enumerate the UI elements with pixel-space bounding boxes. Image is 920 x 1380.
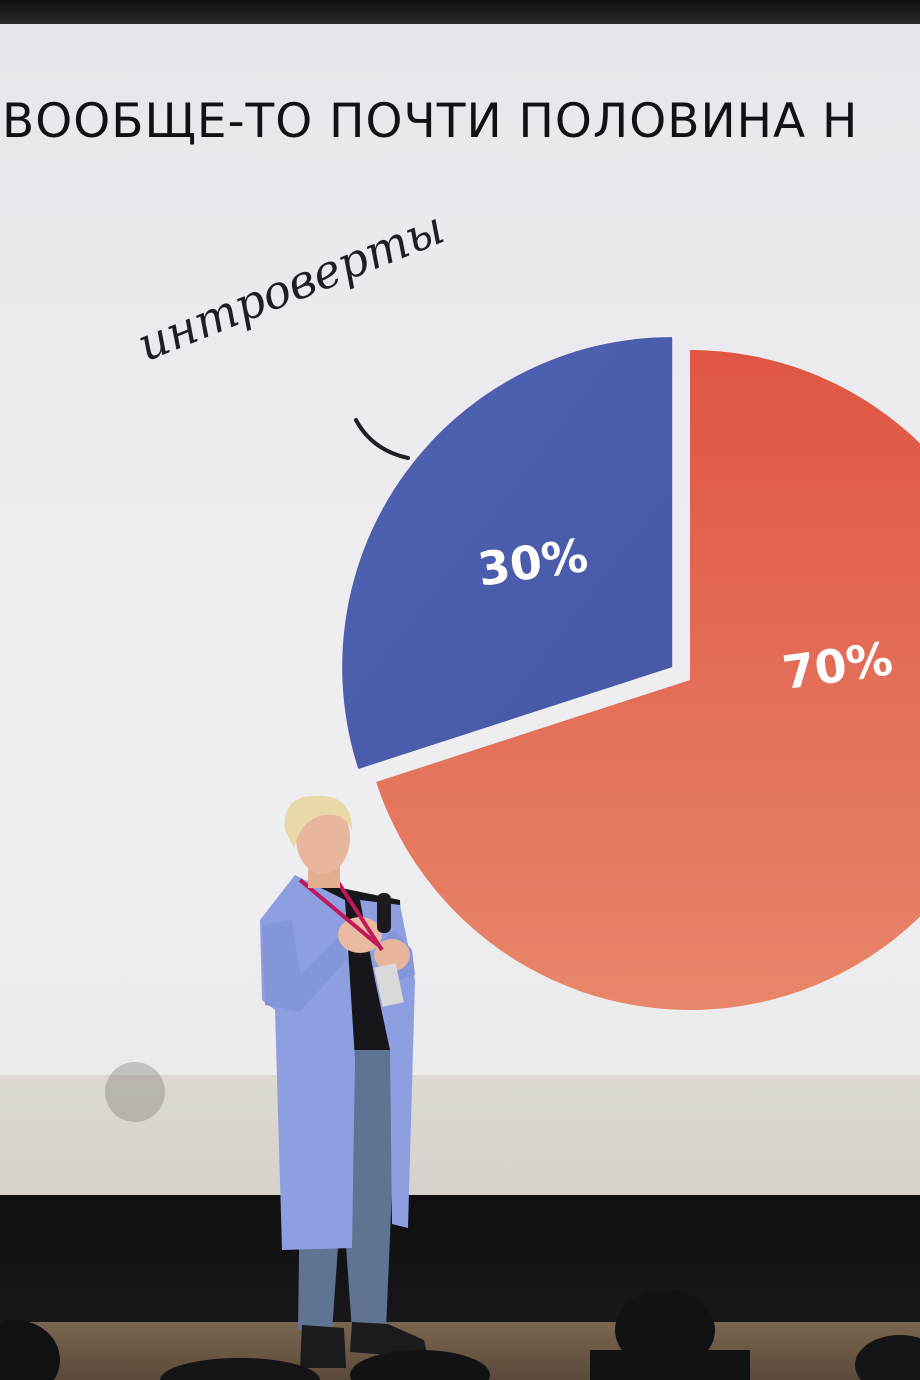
wall-shadow <box>105 1062 165 1122</box>
pie-slice-70 <box>376 350 920 1010</box>
screen-top-edge <box>0 0 920 24</box>
microphone <box>377 893 391 933</box>
pie-slice-30 <box>342 337 673 770</box>
audience-silhouettes <box>0 1290 920 1380</box>
speaker-left-arm <box>262 920 348 1012</box>
speaker-hand-right <box>374 939 410 971</box>
stage-backdrop <box>0 1195 920 1325</box>
speaker-hair <box>284 795 352 848</box>
slide-title: ВООБЩЕ-ТО ПОЧТИ ПОЛОВИНА Н <box>2 94 859 149</box>
name-badge <box>374 963 404 1007</box>
stage-wall <box>0 1075 920 1205</box>
lanyard <box>298 878 384 952</box>
connector-stroke <box>354 418 410 460</box>
speaker-hands <box>338 917 382 953</box>
speaker-shoes <box>300 1322 428 1368</box>
